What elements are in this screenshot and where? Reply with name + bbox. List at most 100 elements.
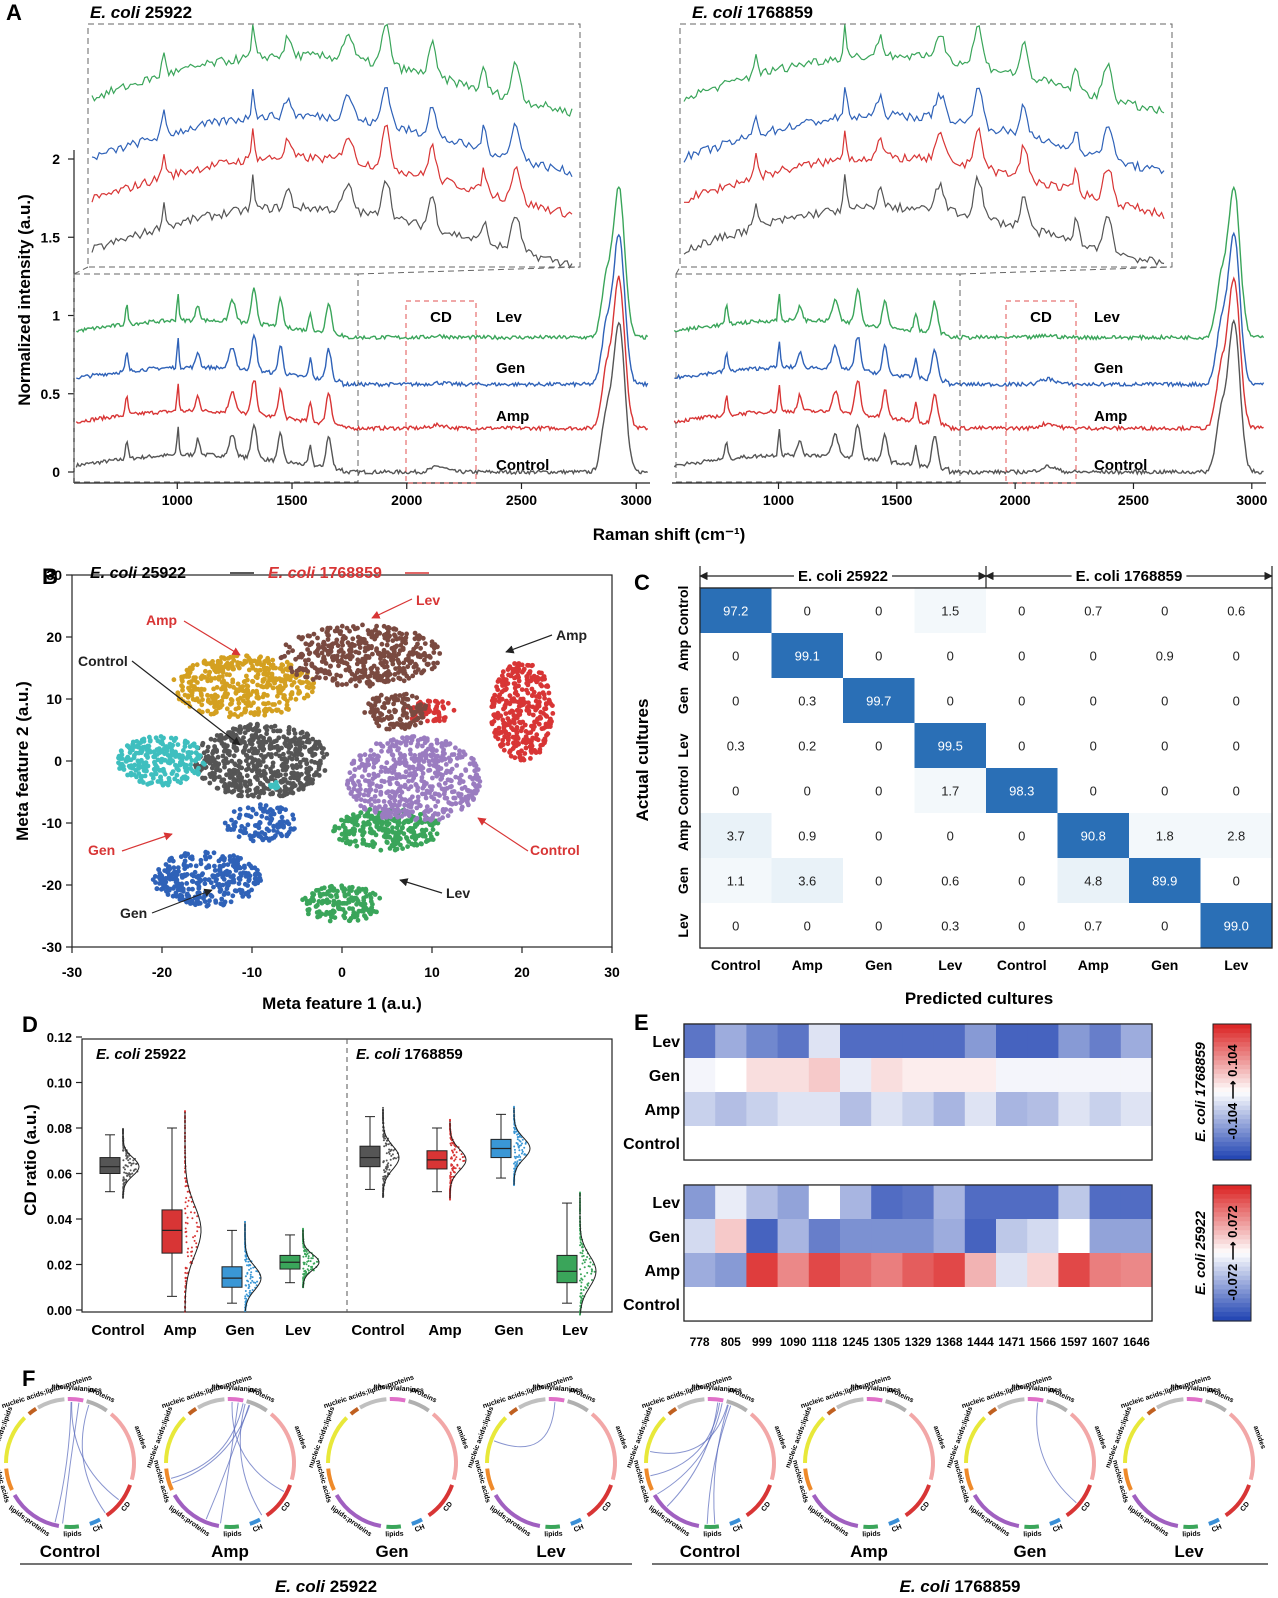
d-point: [453, 1148, 456, 1151]
b-point: [256, 794, 262, 800]
b-point: [534, 694, 539, 699]
b-point: [453, 801, 459, 806]
b-point: [466, 802, 471, 808]
b-point: [307, 747, 312, 753]
c-cell-value: 0.3: [727, 739, 745, 754]
b-label-arrow: [477, 817, 529, 852]
b-point: [380, 704, 385, 710]
b-point: [304, 761, 310, 767]
e-cell-top: [1058, 1024, 1091, 1058]
b-point: [353, 649, 359, 655]
b-point: [288, 775, 293, 781]
d-point: [131, 1172, 134, 1175]
d-point: [591, 1279, 593, 1281]
e-cell-bottom: [808, 1185, 841, 1219]
e-cell-top: [1058, 1092, 1091, 1126]
b-ytick-label: -20: [42, 877, 62, 893]
b-point: [515, 692, 520, 698]
c-cell: [1057, 813, 1129, 858]
b-point: [368, 702, 374, 708]
b-point: [431, 717, 437, 723]
b-point: [319, 627, 325, 632]
c-cell-value: 0: [1233, 874, 1240, 889]
b-point: [255, 770, 260, 776]
b-point: [412, 722, 418, 728]
b-point: [544, 732, 549, 738]
b-point: [463, 797, 468, 802]
b-point: [435, 799, 441, 804]
c-cell: [986, 588, 1058, 633]
c-cell-value: 0: [804, 604, 811, 619]
b-point: [397, 799, 402, 805]
b-point: [369, 670, 375, 675]
b-point: [390, 677, 396, 683]
b-point: [219, 872, 225, 878]
b-point: [545, 724, 551, 729]
b-point: [258, 805, 263, 810]
b-point: [143, 764, 149, 770]
b-point: [234, 888, 239, 894]
b-point: [249, 865, 255, 871]
b-point: [387, 652, 393, 657]
b-point: [528, 756, 533, 761]
a-xtick-label: 2500: [1118, 492, 1149, 508]
b-label-gen-red: Gen: [88, 842, 115, 858]
b-point: [525, 739, 531, 745]
b-point: [515, 699, 521, 705]
b-xtick-label: 30: [604, 964, 620, 980]
b-point: [286, 728, 292, 733]
c-cell-value: 89.9: [1152, 874, 1177, 889]
c-cell: [914, 813, 986, 858]
d-point: [195, 1242, 198, 1245]
d-point: [310, 1266, 313, 1269]
b-point: [430, 775, 435, 781]
b-point: [502, 703, 508, 709]
b-point: [362, 913, 368, 919]
b-point: [277, 728, 283, 734]
e-cell-top: [808, 1092, 841, 1126]
b-point: [251, 766, 257, 772]
b-point: [227, 752, 232, 758]
b-point: [327, 888, 333, 893]
b-point: [189, 758, 195, 763]
b-point: [167, 866, 173, 872]
e-cell-top: [808, 1058, 841, 1092]
d-point: [247, 1287, 250, 1289]
d-point: [385, 1168, 388, 1171]
d-violin: [122, 1128, 140, 1198]
b-point: [207, 898, 212, 904]
c-header-b: E. coli 1768859: [1076, 568, 1183, 585]
b-point: [437, 718, 442, 724]
e-cell-top: [777, 1058, 810, 1092]
b-point: [178, 760, 183, 765]
b-point: [334, 894, 340, 900]
b-point: [379, 778, 385, 784]
b-point: [424, 736, 430, 742]
b-point: [511, 718, 517, 724]
b-point: [310, 891, 315, 896]
b-point: [505, 741, 511, 747]
b-point: [219, 896, 225, 902]
a-spectrum-control: [75, 321, 648, 476]
b-point: [362, 768, 368, 773]
b-point: [507, 693, 513, 699]
b-point: [130, 744, 136, 750]
b-point: [221, 664, 227, 670]
b-point: [535, 716, 541, 722]
a-zoom-line: [73, 266, 89, 275]
b-point: [255, 722, 260, 728]
b-point: [141, 736, 147, 742]
b-label-arrow: [183, 620, 241, 656]
b-point: [205, 748, 210, 754]
d-point: [132, 1159, 135, 1162]
b-point: [231, 743, 237, 748]
b-point: [378, 789, 384, 795]
b-point: [188, 762, 194, 768]
c-cell-value: 0: [1233, 649, 1240, 664]
b-point: [406, 786, 411, 792]
b-point: [264, 684, 270, 690]
d-ytick-label: 0.08: [47, 1121, 72, 1136]
b-point: [154, 747, 160, 753]
d-violin: [244, 1222, 262, 1311]
a-inset-spectrum-amp: [684, 126, 1165, 220]
